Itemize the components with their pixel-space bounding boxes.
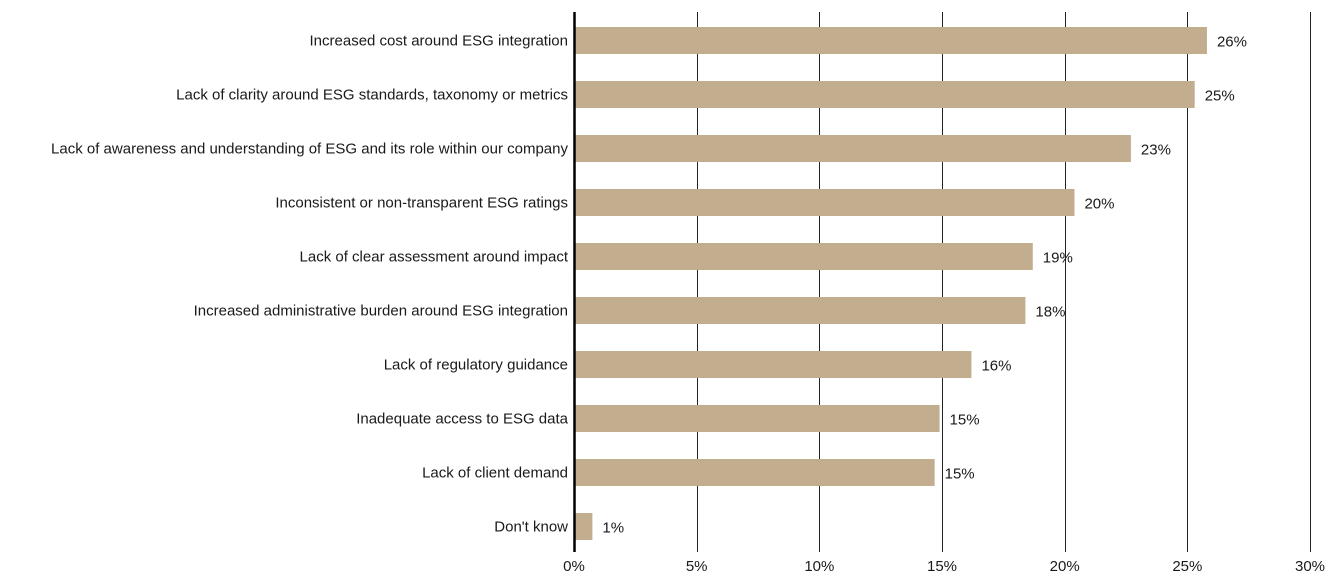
x-tick-label: 0% [563, 558, 585, 575]
x-tick-label: 15% [927, 558, 957, 575]
category-label: Lack of awareness and understanding of E… [51, 141, 568, 158]
bar-10 [574, 513, 593, 540]
x-tick-label: 25% [1172, 558, 1202, 575]
bar-5 [574, 243, 1033, 270]
bar-7 [574, 351, 972, 378]
bar-4 [574, 189, 1075, 216]
data-label: 20% [1084, 196, 1114, 213]
bar-6 [574, 297, 1026, 324]
x-tick-label: 30% [1295, 558, 1325, 575]
data-label: 1% [602, 520, 624, 537]
bar-1 [574, 27, 1207, 54]
bar-9 [574, 459, 935, 486]
value-labels: 26% 25% 23% 20% 19% 18% 16% 15% 15% 1% [602, 34, 1247, 537]
bar-2 [574, 81, 1195, 108]
category-label: Don't know [494, 519, 568, 536]
x-tick-label: 20% [1050, 558, 1080, 575]
data-label: 26% [1217, 34, 1247, 51]
x-tick-label: 5% [686, 558, 708, 575]
category-label: Lack of clear assessment around impact [300, 249, 569, 266]
data-label: 15% [945, 466, 975, 483]
category-label: Inadequate access to ESG data [356, 411, 568, 428]
category-label: Lack of client demand [422, 465, 568, 482]
data-label: 19% [1043, 250, 1073, 267]
category-labels: Increased cost around ESG integration Lac… [51, 33, 569, 536]
data-label: 15% [950, 412, 980, 429]
x-tick-label: 10% [804, 558, 834, 575]
bars [574, 27, 1207, 540]
data-label: 25% [1205, 88, 1235, 105]
bar-8 [574, 405, 940, 432]
data-label: 16% [981, 358, 1011, 375]
data-label: 23% [1141, 142, 1171, 159]
category-label: Lack of regulatory guidance [384, 357, 568, 374]
category-label: Inconsistent or non-transparent ESG rati… [275, 195, 568, 212]
category-label: Increased administrative burden around E… [194, 303, 568, 320]
category-label: Increased cost around ESG integration [310, 33, 569, 50]
data-label: 18% [1035, 304, 1065, 321]
bar-3 [574, 135, 1131, 162]
x-axis-ticks: 0% 5% 10% 15% 20% 25% 30% [563, 558, 1325, 575]
category-label: Lack of clarity around ESG standards, ta… [176, 87, 568, 104]
